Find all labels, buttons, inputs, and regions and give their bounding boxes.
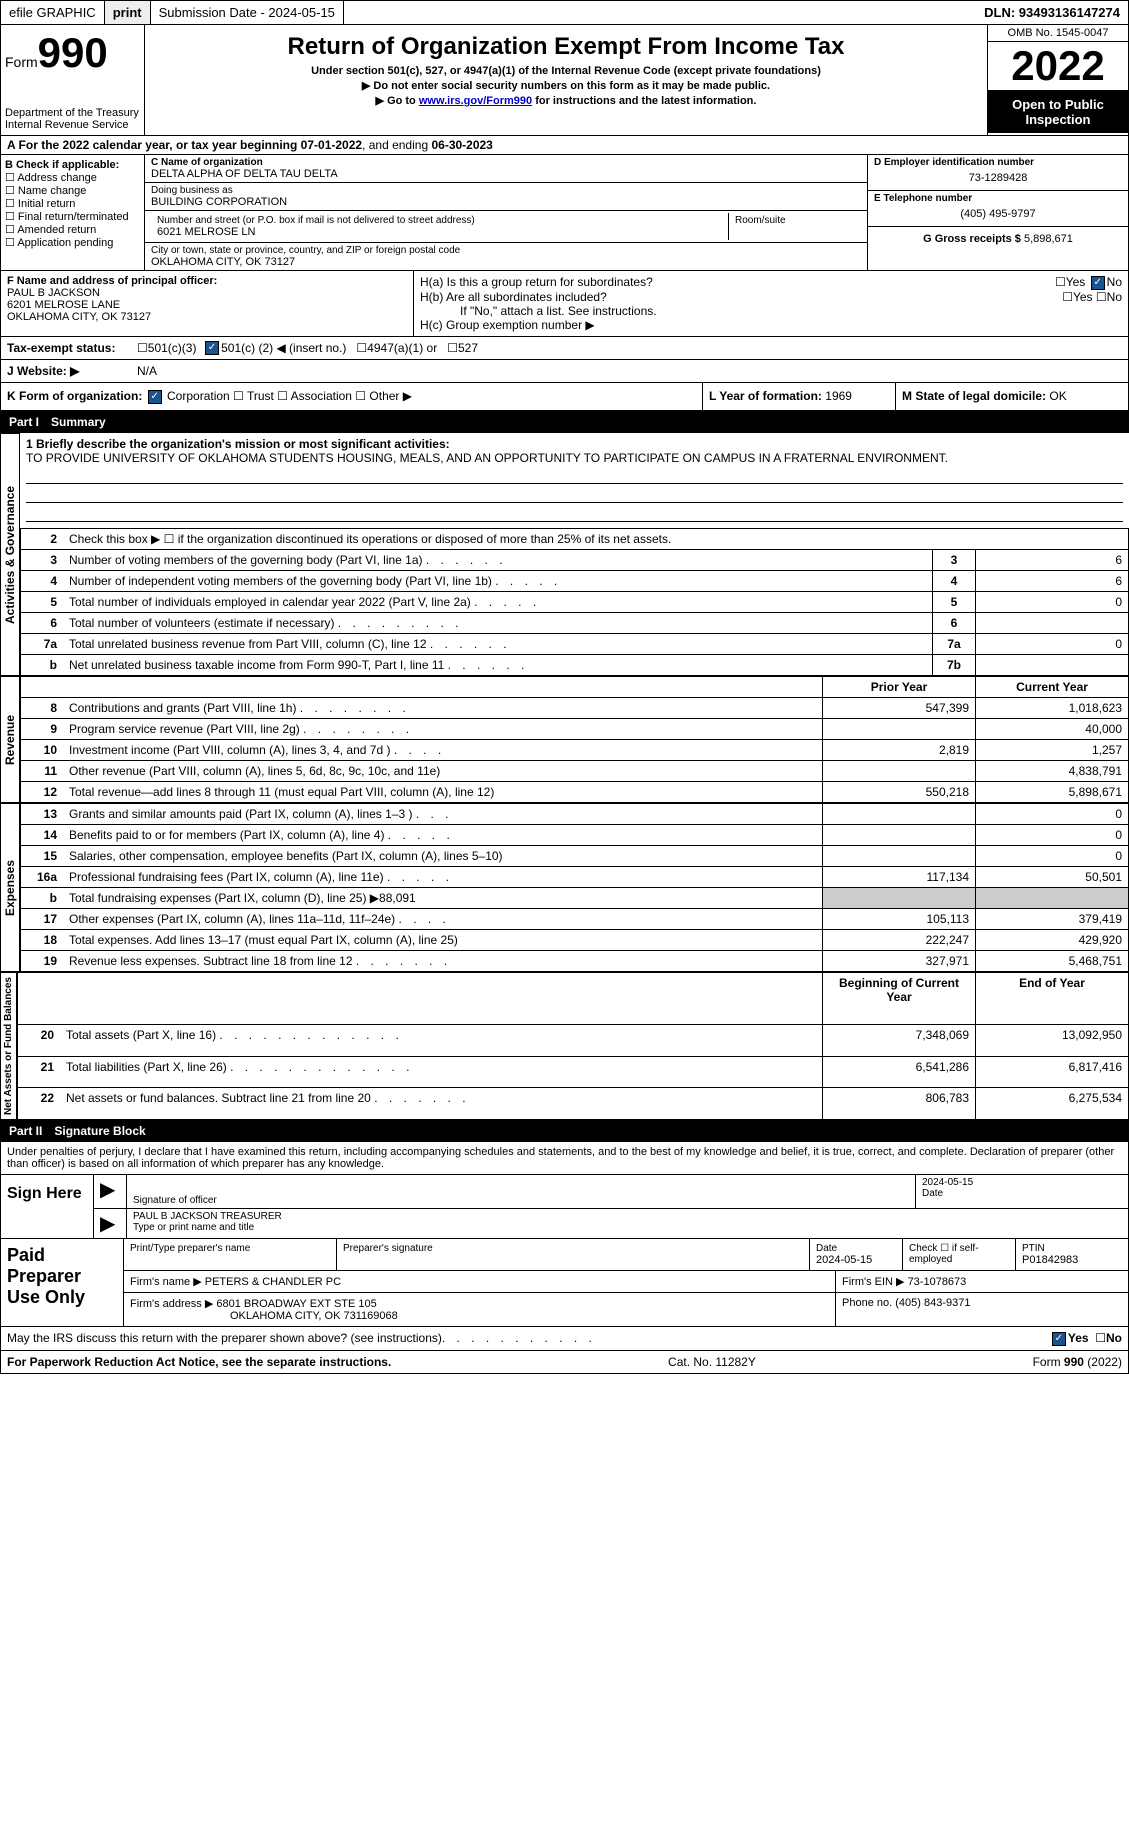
discuss-row: May the IRS discuss this return with the… (0, 1327, 1129, 1351)
org-name: DELTA ALPHA OF DELTA TAU DELTA (151, 168, 861, 180)
tab-expenses: Expenses (0, 803, 20, 972)
ein: 73-1289428 (874, 168, 1122, 188)
row-i: Tax-exempt status: ☐ 501(c)(3) ✓ 501(c) … (0, 337, 1129, 360)
telephone: (405) 495-9797 (874, 204, 1122, 224)
tab-activities: Activities & Governance (0, 433, 20, 676)
firm-phone: (405) 843-9371 (895, 1297, 970, 1309)
officer-name: PAUL B JACKSON (7, 287, 407, 299)
penalty-text: Under penalties of perjury, I declare th… (1, 1142, 1128, 1174)
officer-signature: PAUL B JACKSON TREASURER (133, 1211, 1122, 1222)
sign-here-label: Sign Here (1, 1175, 94, 1238)
submission-date: Submission Date - 2024-05-15 (151, 1, 344, 24)
city: OKLAHOMA CITY, OK 73127 (151, 256, 861, 268)
print-link[interactable]: print (105, 1, 151, 24)
footer: For Paperwork Reduction Act Notice, see … (0, 1351, 1129, 1374)
public-inspection: Open to Public Inspection (988, 91, 1128, 133)
subtitle-2: ▶ Do not enter social security numbers o… (149, 79, 983, 92)
form-header: Form990 Department of the Treasury Inter… (0, 25, 1129, 136)
row-klm: K Form of organization: ✓ Corporation ☐ … (0, 383, 1129, 411)
website: N/A (137, 364, 157, 378)
tab-revenue: Revenue (0, 676, 20, 803)
form-label: Form (5, 54, 38, 70)
subtitle-1: Under section 501(c), 527, or 4947(a)(1)… (149, 65, 983, 77)
year-formation: 1969 (825, 389, 852, 403)
col-b-checkboxes: B Check if applicable: ☐ Address change … (1, 155, 145, 270)
street: 6021 MELROSE LN (157, 226, 722, 238)
firm-name: PETERS & CHANDLER PC (205, 1276, 341, 1288)
efile-label: efile GRAPHIC (1, 1, 105, 24)
col-h: H(a) Is this a group return for subordin… (414, 271, 1128, 336)
firm-ein: 73-1078673 (908, 1276, 967, 1288)
dba: BUILDING CORPORATION (151, 196, 861, 208)
gross-receipts: 5,898,671 (1024, 233, 1073, 245)
dln: DLN: 93493136147274 (976, 1, 1128, 24)
omb-number: OMB No. 1545-0047 (988, 25, 1128, 42)
form-title: Return of Organization Exempt From Incom… (149, 33, 983, 61)
state-domicile: OK (1049, 389, 1066, 403)
paid-preparer-label: Paid Preparer Use Only (1, 1239, 124, 1326)
mission: 1 Briefly describe the organization's mi… (20, 433, 1129, 528)
tab-net-assets: Net Assets or Fund Balances (0, 972, 17, 1120)
form-number: 990 (38, 29, 108, 76)
top-bar: efile GRAPHIC print Submission Date - 20… (0, 0, 1129, 25)
part-2-header: Part IISignature Block (0, 1120, 1129, 1142)
ptin: P01842983 (1022, 1254, 1122, 1266)
irs-link[interactable]: www.irs.gov/Form990 (419, 95, 532, 107)
part-1-header: Part ISummary (0, 411, 1129, 433)
dept-label: Department of the Treasury Internal Reve… (5, 107, 140, 131)
tax-year: 2022 (988, 42, 1128, 91)
row-a: A For the 2022 calendar year, or tax yea… (0, 136, 1129, 155)
row-j: J Website: ▶ N/A (0, 360, 1129, 383)
